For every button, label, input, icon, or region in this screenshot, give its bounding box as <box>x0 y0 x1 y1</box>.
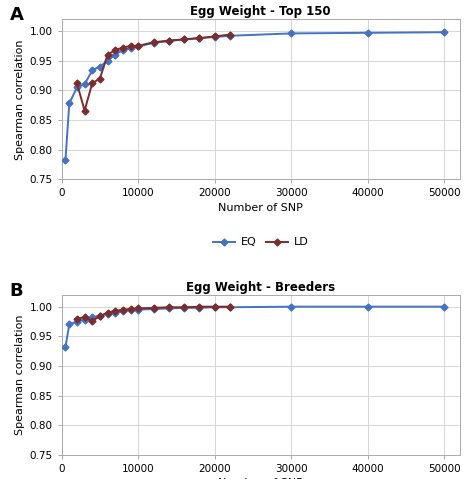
Title: Egg Weight - Breeders: Egg Weight - Breeders <box>186 281 335 294</box>
LD <box>112 47 118 53</box>
LD <box>212 304 218 309</box>
Line: LD: LD <box>74 304 233 323</box>
Legend: EQ, LD: EQ, LD <box>209 233 313 252</box>
LD <box>128 306 133 312</box>
EQ <box>66 321 72 327</box>
EQ <box>63 344 68 350</box>
EQ <box>227 304 233 310</box>
EQ <box>442 29 447 35</box>
EQ <box>289 31 294 36</box>
EQ <box>63 158 68 163</box>
LD <box>90 80 95 86</box>
EQ <box>105 311 110 317</box>
Line: LD: LD <box>74 32 233 113</box>
LD <box>212 34 218 39</box>
LD <box>227 304 233 309</box>
EQ <box>66 101 72 106</box>
EQ <box>166 38 172 44</box>
LD <box>105 52 110 57</box>
EQ <box>212 34 218 40</box>
EQ <box>289 304 294 309</box>
X-axis label: Number of SNP: Number of SNP <box>218 478 303 479</box>
EQ <box>74 84 80 90</box>
EQ <box>128 46 133 51</box>
EQ <box>365 304 371 309</box>
EQ <box>74 319 80 324</box>
EQ <box>181 36 187 42</box>
LD <box>74 316 80 321</box>
LD <box>166 304 172 310</box>
EQ <box>197 35 202 41</box>
EQ <box>166 306 172 311</box>
Line: EQ: EQ <box>63 304 447 350</box>
EQ <box>212 304 218 310</box>
EQ <box>442 304 447 309</box>
LD <box>197 35 202 41</box>
LD <box>227 32 233 37</box>
LD <box>128 43 133 49</box>
LD <box>197 304 202 309</box>
EQ <box>128 308 133 313</box>
EQ <box>227 33 233 39</box>
LD <box>90 318 95 324</box>
EQ <box>112 310 118 316</box>
Text: A: A <box>10 6 24 24</box>
EQ <box>120 47 126 53</box>
EQ <box>90 68 95 73</box>
LD <box>74 80 80 86</box>
LD <box>166 38 172 44</box>
LD <box>136 43 141 49</box>
LD <box>105 310 110 316</box>
LD <box>181 304 187 310</box>
Y-axis label: Spearman correlation: Spearman correlation <box>15 315 25 435</box>
EQ <box>151 306 156 312</box>
LD <box>82 108 87 114</box>
LD <box>120 45 126 50</box>
EQ <box>97 64 103 69</box>
LD <box>151 305 156 311</box>
LD <box>97 313 103 319</box>
EQ <box>105 58 110 64</box>
X-axis label: Number of SNP: Number of SNP <box>218 203 303 213</box>
LD <box>82 315 87 320</box>
LD <box>97 76 103 81</box>
EQ <box>90 315 95 320</box>
LD <box>112 308 118 314</box>
LD <box>181 36 187 42</box>
LD <box>151 39 156 45</box>
EQ <box>120 308 126 314</box>
LD <box>120 307 126 312</box>
EQ <box>112 52 118 57</box>
Y-axis label: Spearman correlation: Spearman correlation <box>15 39 25 160</box>
Text: B: B <box>10 282 24 300</box>
EQ <box>82 317 87 322</box>
EQ <box>82 81 87 87</box>
EQ <box>136 307 141 312</box>
Title: Egg Weight - Top 150: Egg Weight - Top 150 <box>191 5 331 18</box>
EQ <box>136 44 141 49</box>
EQ <box>151 40 156 46</box>
EQ <box>181 305 187 311</box>
Line: EQ: EQ <box>63 30 447 163</box>
EQ <box>197 305 202 311</box>
EQ <box>365 30 371 35</box>
EQ <box>97 313 103 319</box>
LD <box>136 306 141 311</box>
